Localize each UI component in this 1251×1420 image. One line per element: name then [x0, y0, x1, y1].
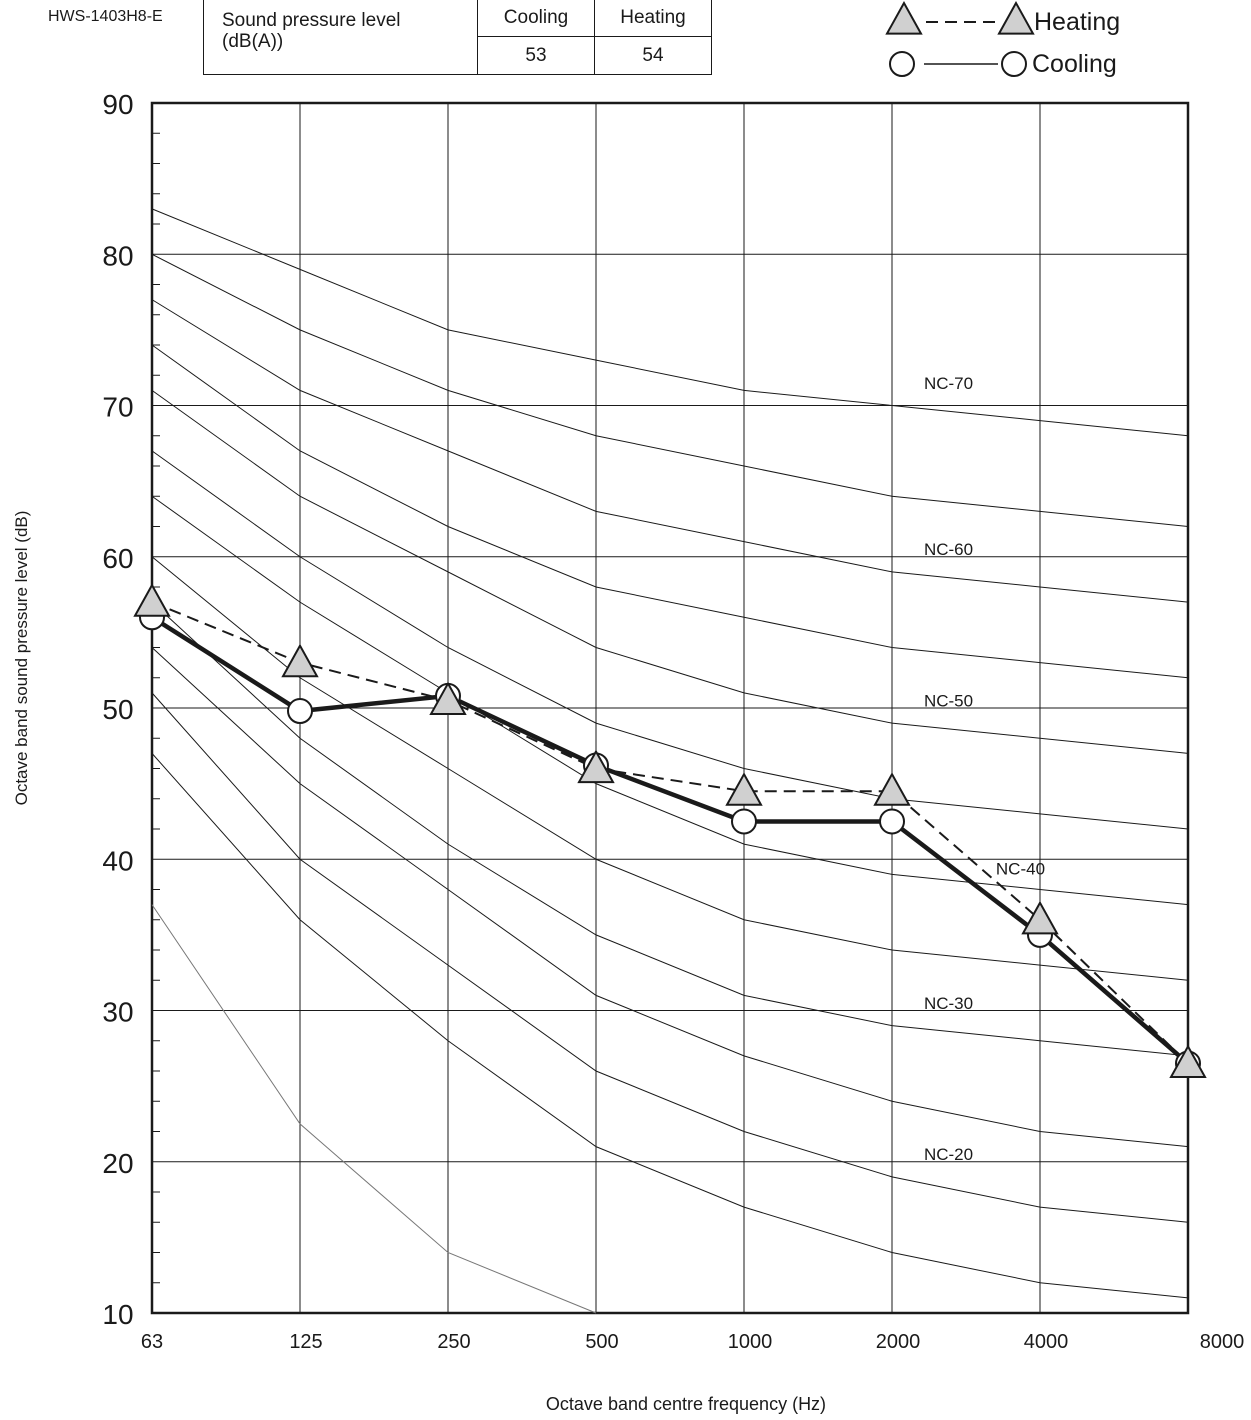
x-tick-label: 8000 [1200, 1331, 1245, 1353]
y-tick-label: 80 [102, 240, 133, 271]
y-tick-label: 90 [102, 89, 133, 120]
sound-pressure-table: Sound pressure level (dB(A)) Cooling Hea… [203, 0, 712, 75]
nc-curve [151, 601, 1189, 1057]
y-tick-label: 70 [102, 392, 133, 423]
x-tick-label: 4000 [1024, 1331, 1069, 1353]
plot-frame [150, 101, 1190, 1315]
heating-marker [1169, 1044, 1207, 1079]
heating-marker [281, 643, 319, 678]
col-header-heating: Heating [594, 0, 712, 37]
y-tick-label: 40 [102, 845, 133, 876]
nc-curve [151, 904, 597, 1314]
legend-cooling-label: Cooling [1032, 50, 1117, 78]
nc-label: NC-70 [924, 374, 973, 393]
y-tick-label: 20 [102, 1148, 133, 1179]
x-axis-title: Octave band centre frequency (Hz) [546, 1394, 826, 1414]
nc-label: NC-30 [924, 994, 973, 1013]
x-tick-label: 2000 [876, 1331, 921, 1353]
y-tick-label: 30 [102, 997, 133, 1028]
legend-heating-marker-start [885, 0, 923, 35]
cooling-marker [731, 808, 757, 835]
cooling-series-line [150, 615, 1190, 1066]
heating-marker [429, 681, 467, 716]
x-tick-label: 500 [585, 1331, 618, 1353]
x-tick-label: 125 [289, 1331, 322, 1353]
nc-curve [151, 344, 1189, 679]
y-tick-label: 60 [102, 543, 133, 574]
nc-label: NC-40 [996, 859, 1045, 878]
heating-marker [873, 772, 911, 806]
nc-curve [151, 647, 1189, 1148]
heating-marker [577, 749, 615, 784]
nc-curve [151, 556, 1189, 981]
nc-curve [151, 253, 1189, 527]
y-tick-label: 10 [102, 1299, 133, 1330]
spl-label-line1: Sound pressure level [222, 10, 401, 31]
nc-curve [151, 389, 1189, 754]
cooling-marker [287, 698, 313, 725]
heating-marker [133, 583, 171, 617]
x-tick-label: 1000 [728, 1331, 773, 1353]
legend-cooling-marker-end [1001, 51, 1027, 77]
value-cooling: 53 [477, 36, 595, 75]
legend-heating-label: Heating [1034, 8, 1120, 36]
nc-label: NC-60 [924, 540, 973, 559]
nc-curve [151, 753, 1189, 1299]
spl-label-line2: (dB(A)) [222, 31, 284, 52]
spl-label-cell: Sound pressure level (dB(A)) [203, 0, 478, 75]
nc-curve [151, 208, 1189, 437]
y-axis-title: Octave band sound pressure level (dB) [12, 511, 31, 806]
col-header-cooling: Cooling [477, 0, 595, 37]
legend-heating-marker-end [997, 0, 1035, 35]
nc-label: NC-20 [924, 1145, 973, 1164]
nc-curve [151, 495, 1189, 906]
heating-series-line [151, 601, 1189, 1065]
heating-marker [725, 772, 763, 806]
cooling-marker [879, 808, 905, 835]
nc-label: NC-50 [924, 691, 973, 710]
x-tick-label: 250 [437, 1331, 470, 1353]
y-tick-label: 50 [102, 694, 133, 725]
legend-cooling-marker-start [889, 51, 915, 77]
x-tick-label: 63 [141, 1331, 163, 1353]
nc-curve [151, 299, 1189, 603]
value-heating: 54 [594, 36, 712, 75]
nc-curve [151, 692, 1189, 1223]
model-name: HWS-1403H8-E [48, 8, 163, 25]
nc-curve [151, 450, 1189, 830]
heating-marker [1021, 900, 1059, 935]
